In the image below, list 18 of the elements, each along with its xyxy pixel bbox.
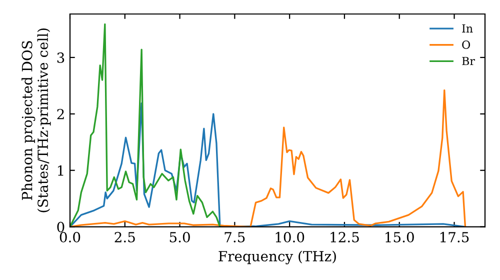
x-tick-label: 12.5 (330, 232, 359, 242)
y-axis-title: Phonon projected DOS (States/THz·primitive cell) (22, 28, 51, 212)
y-tick-label: 0 (57, 222, 64, 232)
x-tick-label: 10.0 (276, 232, 304, 242)
y-tick-label: 3 (57, 52, 64, 63)
x-tick-label: 5.0 (170, 232, 190, 242)
x-tick-label: 2.5 (114, 232, 135, 242)
x-tick-label: 15.0 (386, 232, 414, 242)
x-axis-title: Frequency (THz) (218, 250, 336, 264)
x-tick-label: 7.5 (224, 232, 245, 242)
legend-label: Br (462, 56, 475, 66)
legend-label: In (462, 24, 473, 32)
y-tick-label: 1 (58, 165, 64, 176)
line-series (70, 23, 221, 227)
legend-label: O (462, 40, 470, 49)
x-tick-label: 0.0 (60, 232, 80, 242)
y-tick-label: 2 (57, 108, 64, 120)
x-tick-label: 17.5 (440, 232, 469, 242)
